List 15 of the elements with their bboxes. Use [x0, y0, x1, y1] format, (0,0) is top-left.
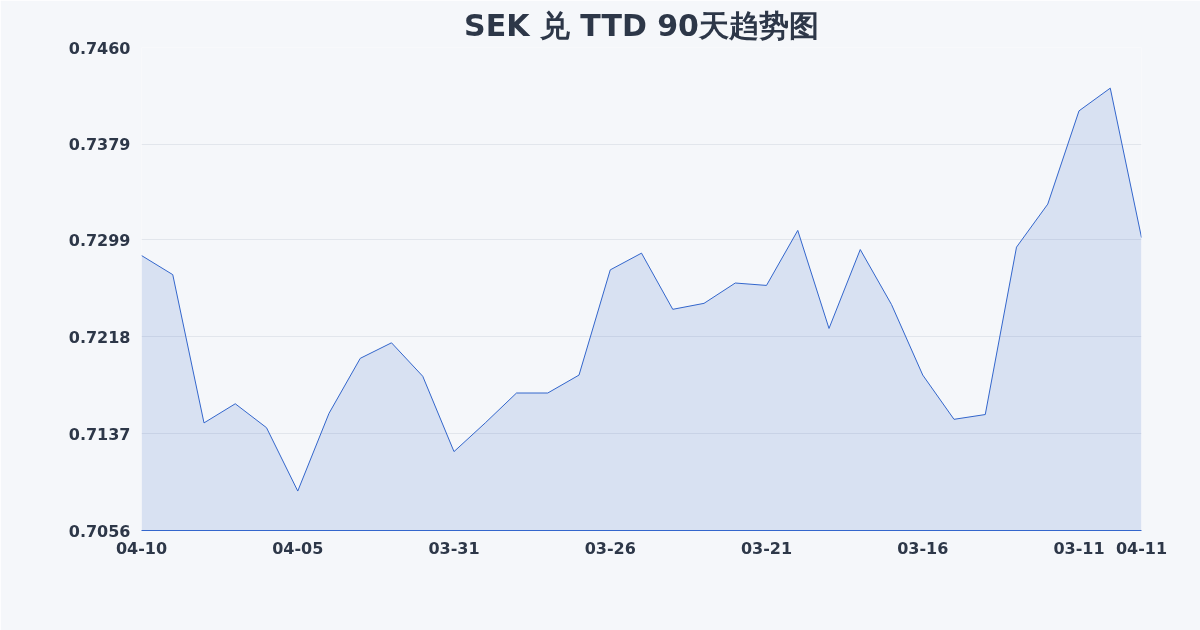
y-tick-label: 0.7379: [68, 135, 131, 155]
x-tick-label: 03-16: [897, 538, 949, 558]
x-tick-label: 03-11: [1053, 538, 1105, 558]
y-tick-label: 0.7218: [68, 327, 131, 347]
x-tick-label: 03-31: [428, 538, 480, 558]
y-tick-label: 0.7299: [68, 230, 131, 250]
y-tick-label: 0.7056: [68, 521, 131, 541]
y-tick-label: 0.7460: [68, 38, 131, 58]
x-tick-label: 04-10: [115, 538, 168, 558]
y-tick-label: 0.7137: [68, 424, 131, 444]
x-tick-label: 04-11: [1115, 538, 1168, 558]
x-tick-label: 03-21: [740, 538, 793, 558]
chart-title: SEK 兑 TTD 90天趋势图: [464, 7, 819, 43]
x-tick-label: 04-05: [272, 538, 324, 558]
x-tick-label: 03-26: [584, 538, 636, 558]
